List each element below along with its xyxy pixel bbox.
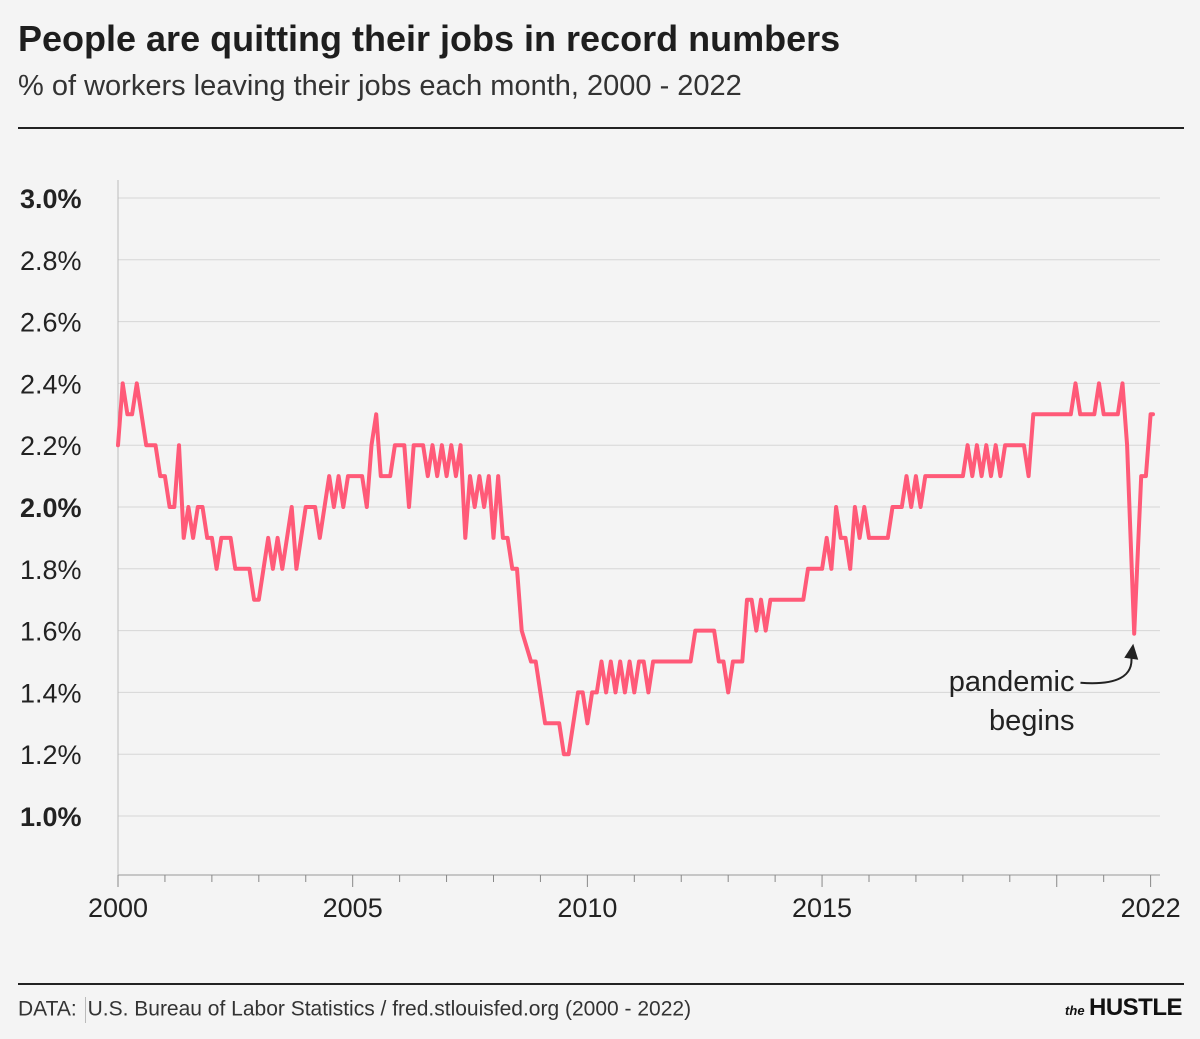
x-axis: 2000 2005 2010 2015 2022 xyxy=(88,180,1181,923)
y-tick-label: 1.4% xyxy=(20,678,82,708)
brand-large: HUSTLE xyxy=(1089,994,1183,1021)
y-axis-tick-labels: 3.0% 2.8% 2.6% 2.4% 2.2% 2.0% 1.8% 1.6% 1.4% 1.2%… xyxy=(20,184,82,832)
x-tick-label: 2015 xyxy=(792,893,852,923)
line-chart: 3.0% 2.8% 2.6% 2.4% 2.2% 2.0% 1.8% 1.6% 1.4% 1.2%… xyxy=(20,180,1181,923)
y-tick-label: 2.0% xyxy=(20,493,82,523)
annotation-group: pandemic begins xyxy=(949,643,1139,737)
annotation-line-1: pandemic xyxy=(949,666,1075,698)
y-tick-label: 2.4% xyxy=(20,369,82,399)
chart-title: People are quitting their jobs in record… xyxy=(18,18,841,59)
y-tick-label: 2.8% xyxy=(20,246,82,276)
series-group xyxy=(116,381,1155,757)
x-tick-label: 2000 xyxy=(88,893,148,923)
brand-logo: the HUSTLE xyxy=(1065,994,1182,1022)
source-text: U.S. Bureau of Labor Statistics / fred.s… xyxy=(87,997,692,1021)
y-tick-label: 3.0% xyxy=(20,184,82,214)
source-note: DATA: U.S. Bureau of Labor Statistics / … xyxy=(18,997,691,1023)
annotation-arrowhead xyxy=(1124,643,1139,660)
header-rule xyxy=(18,127,1184,129)
x-tick-label: 2022 xyxy=(1121,893,1181,923)
series-line xyxy=(116,381,1155,757)
y-tick-label: 1.2% xyxy=(20,740,82,770)
footer-rule xyxy=(18,983,1184,985)
y-tick-label: 1.6% xyxy=(20,617,82,647)
y-tick-label: 1.0% xyxy=(20,802,82,832)
y-tick-label: 2.6% xyxy=(20,308,82,338)
chart-subtitle: % of workers leaving their jobs each mon… xyxy=(18,70,742,102)
annotation-arrow xyxy=(1080,655,1133,685)
y-tick-label: 2.2% xyxy=(20,431,82,461)
x-tick-label: 2005 xyxy=(323,893,383,923)
brand-small: the xyxy=(1065,1003,1085,1018)
source-prefix: DATA: xyxy=(18,997,77,1021)
annotation-line-2: begins xyxy=(989,705,1074,737)
source-separator xyxy=(84,997,86,1023)
y-tick-label: 1.8% xyxy=(20,555,82,585)
x-tick-label: 2010 xyxy=(557,893,617,923)
